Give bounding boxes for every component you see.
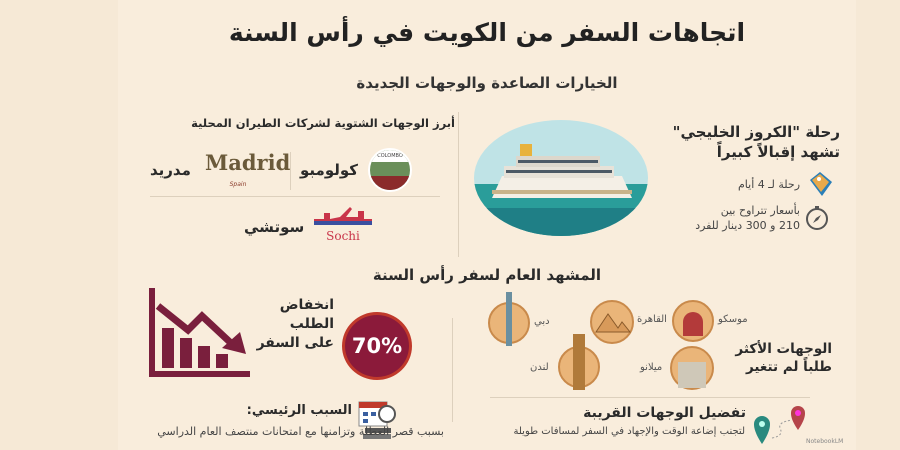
pyramid-icon <box>595 313 632 333</box>
city-cairo: القاهرة <box>637 314 667 325</box>
madrid-logo-text: Madrid <box>205 150 291 175</box>
cruise-heading: رحلة "الكروز الخليجي" تشهد إقبالاً كبيرا… <box>673 122 840 162</box>
city-london: لندن <box>530 362 549 373</box>
milan-cathedral-icon <box>670 346 714 390</box>
sochi-logo: Sochi <box>310 205 376 243</box>
compass-icon <box>806 206 828 230</box>
popular-heading-line1: الوجهات الأكثر <box>735 341 832 357</box>
decline-line2: الطلب <box>289 316 334 332</box>
destination-sochi: سوتشي <box>244 218 305 236</box>
declining-chart-icon <box>149 288 250 377</box>
sochi-logo-text: Sochi <box>326 229 360 243</box>
colombo-logo-text: COLOMBO <box>370 150 410 162</box>
map-pins-icon <box>754 406 805 444</box>
price-line1: بأسعار تتراوح بين <box>720 204 800 217</box>
dubai-tower-icon <box>488 292 530 346</box>
madrid-logo: Madrid Spain <box>205 145 291 195</box>
decline-label: انخفاض الطلب على السفر <box>257 296 334 353</box>
divider <box>490 397 810 398</box>
moscow-icon <box>672 300 714 342</box>
watermark: NotebookLM <box>806 438 844 445</box>
overview-heading: المشهد العام لسفر رأس السنة <box>372 266 602 284</box>
cairo-pyramids-icon <box>590 300 634 344</box>
cruise-heading-line1: رحلة "الكروز الخليجي" <box>672 123 840 141</box>
madrid-logo-sub: Spain <box>229 181 247 188</box>
cruise-duration: رحلة لـ 4 أيام <box>738 178 800 191</box>
winter-heading: أبرز الوجهات الشتوية لشركات الطيران المح… <box>191 116 455 130</box>
destination-colombo: كولومبو <box>300 161 358 179</box>
big-ben-icon <box>558 334 600 390</box>
decline-line1: انخفاض <box>279 297 334 313</box>
decline-percent-badge: 70% <box>342 312 412 380</box>
reason-text: بسبب قصر العطلة وتزامنها مع امتحانات منت… <box>157 425 444 438</box>
page-title: اتجاهات السفر من الكويت في رأس السنة <box>228 18 746 47</box>
popular-heading: الوجهات الأكثر طلباً لم تتغير <box>735 340 832 376</box>
city-dubai: دبي <box>534 316 550 327</box>
price-tag-icon <box>810 172 832 196</box>
reason-heading: السبب الرئيسي: <box>246 403 352 418</box>
destination-madrid: مدريد <box>150 161 191 179</box>
divider <box>150 196 440 197</box>
divider <box>452 318 453 422</box>
cruise-heading-line2: تشهد إقبالاً كبيراً <box>716 143 840 161</box>
price-line2: 210 و 300 دينار للفرد <box>695 219 800 232</box>
cruise-ship-illustration <box>474 120 648 236</box>
colombo-logo: COLOMBO <box>368 148 412 192</box>
popular-heading-line2: طلباً لم تتغير <box>746 359 832 375</box>
city-milan: ميلانو <box>640 362 663 373</box>
cruise-price: بأسعار تتراوح بين 210 و 300 دينار للفرد <box>695 203 800 233</box>
nearby-text: لتجنب إضاعة الوقت والإجهاد في السفر لمسا… <box>513 426 746 437</box>
decline-line3: على السفر <box>256 335 334 351</box>
subtitle: الخيارات الصاعدة والوجهات الجديدة <box>356 74 618 92</box>
divider <box>290 152 291 190</box>
city-moscow: موسكو <box>718 314 748 325</box>
sochi-skyline-icon <box>314 207 372 225</box>
divider <box>458 112 459 257</box>
nearby-heading: تفضيل الوجهات القريبة <box>583 405 746 421</box>
calendar-clock-icon <box>358 401 396 439</box>
